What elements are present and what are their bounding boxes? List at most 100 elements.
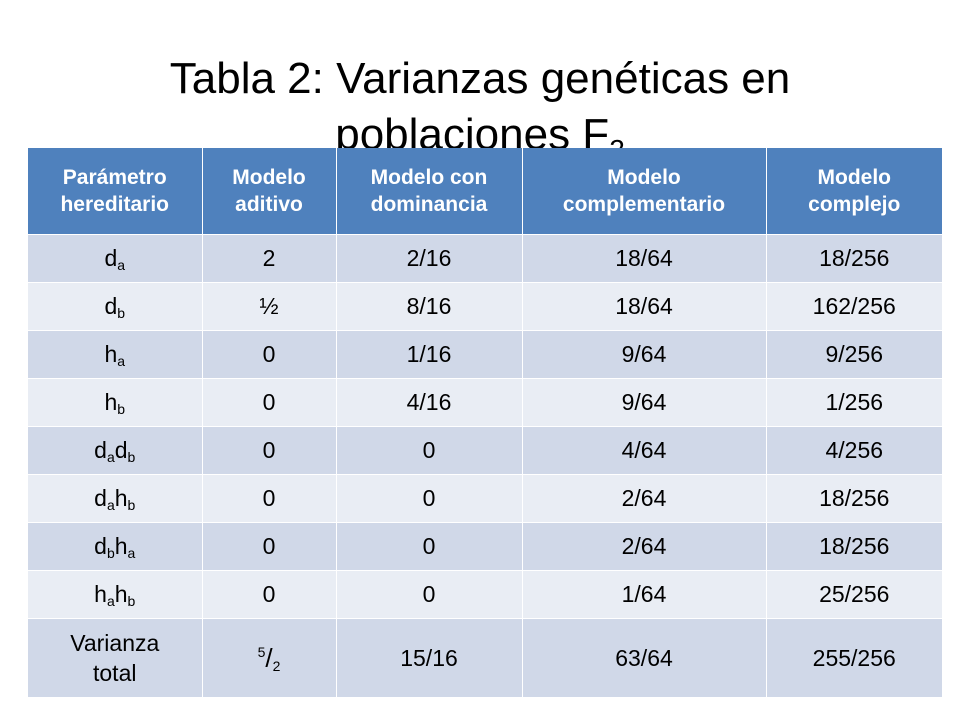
parameter-subscript: b <box>117 305 126 321</box>
table-row: dahb 0 0 2/64 18/256 <box>28 474 942 523</box>
total-complex-cell: 255/256 <box>766 618 942 697</box>
header-line: complementario <box>562 193 726 216</box>
complementary-cell: 9/64 <box>522 330 767 379</box>
parameter-subscript: b <box>127 497 136 513</box>
parameter-symbol: d <box>94 485 107 511</box>
additive-cell: 0 <box>202 522 337 571</box>
parameter-subscript: a <box>106 593 115 609</box>
complementary-cell: 2/64 <box>522 474 767 523</box>
complementary-cell: 2/64 <box>522 522 767 571</box>
header-line: Modelo <box>607 166 681 189</box>
header-line: hereditario <box>60 193 170 216</box>
table-row: db ½ 8/16 18/64 162/256 <box>28 282 942 331</box>
slide-title: Tabla 2: Varianzas genéticas en poblacio… <box>40 51 920 164</box>
parameter-symbol: d <box>94 533 107 559</box>
parameter-subscript: b <box>127 593 136 609</box>
total-label-line: total <box>93 660 137 686</box>
table-row-total: Varianza total 5/2 15/16 63/64 255/256 <box>28 618 942 697</box>
dominance-cell: 0 <box>336 570 523 619</box>
fraction: 5/2 <box>257 642 281 674</box>
parameter-symbol: d <box>104 293 118 319</box>
complementary-cell: 1/64 <box>522 570 767 619</box>
parameter-subscript: a <box>127 545 136 561</box>
table-row: hb 0 4/16 9/64 1/256 <box>28 378 942 427</box>
dominance-cell: 8/16 <box>336 282 523 331</box>
fraction-numerator: 5 <box>257 643 266 660</box>
parameter-subscript: a <box>106 449 115 465</box>
additive-cell: 0 <box>202 330 337 379</box>
fraction-denominator: 2 <box>272 657 281 674</box>
table-row: hahb 0 0 1/64 25/256 <box>28 570 942 619</box>
table-row: dadb 0 0 4/64 4/256 <box>28 426 942 475</box>
additive-cell: 0 <box>202 426 337 475</box>
parameter-cell: db <box>28 282 203 331</box>
complementary-cell: 4/64 <box>522 426 767 475</box>
parameter-subscript: b <box>117 401 126 417</box>
complex-cell: 162/256 <box>766 282 942 331</box>
dominance-cell: 2/16 <box>336 234 523 283</box>
complementary-cell: 18/64 <box>522 234 767 283</box>
parameter-cell: dadb <box>28 426 203 475</box>
parameter-symbol: h <box>94 581 107 607</box>
complex-cell: 9/256 <box>766 330 942 379</box>
dominance-cell: 0 <box>336 426 523 475</box>
parameter-symbol: d <box>114 437 128 463</box>
header-line: dominancia <box>370 193 488 216</box>
parameter-cell: da <box>28 234 203 283</box>
complex-cell: 4/256 <box>766 426 942 475</box>
additive-cell: 0 <box>202 474 337 523</box>
total-label-line: Varianza <box>70 630 160 656</box>
header-dominancia: Modelo con dominancia <box>336 148 523 235</box>
total-additive-cell: 5/2 <box>202 618 337 697</box>
header-line: complejo <box>808 193 901 216</box>
header-parametro: Parámetro hereditario <box>28 148 203 235</box>
parameter-symbol: h <box>104 389 118 415</box>
variance-table: Parámetro hereditario Modelo aditivo Model… <box>28 148 942 697</box>
parameter-subscript: b <box>106 545 115 561</box>
complex-cell: 18/256 <box>766 474 942 523</box>
header-complejo: Modelo complejo <box>766 148 942 235</box>
parameter-subscript: a <box>117 257 126 273</box>
parameter-subscript: b <box>127 449 136 465</box>
parameter-symbol: h <box>114 533 128 559</box>
parameter-symbol: h <box>104 341 118 367</box>
parameter-cell: hb <box>28 378 203 427</box>
parameter-symbol: h <box>114 485 128 511</box>
complex-cell: 18/256 <box>766 522 942 571</box>
table-row: ha 0 1/16 9/64 9/256 <box>28 330 942 379</box>
parameter-symbol: d <box>94 437 107 463</box>
dominance-cell: 4/16 <box>336 378 523 427</box>
header-row: Parámetro hereditario Modelo aditivo Model… <box>28 148 942 235</box>
table-row: da 2 2/16 18/64 18/256 <box>28 234 942 283</box>
dominance-cell: 0 <box>336 474 523 523</box>
header-line: Modelo <box>817 166 892 189</box>
additive-cell: 0 <box>202 378 337 427</box>
slide-title-line-1: Tabla 2: Varianzas genéticas en <box>169 54 791 104</box>
header-aditivo: Modelo aditivo <box>202 148 337 235</box>
total-label-cell: Varianza total <box>28 618 203 697</box>
parameter-cell: ha <box>28 330 203 379</box>
header-line: Modelo con <box>370 166 488 189</box>
additive-cell: 2 <box>202 234 337 283</box>
complex-cell: 25/256 <box>766 570 942 619</box>
complementary-cell: 9/64 <box>522 378 767 427</box>
total-dominance-cell: 15/16 <box>336 618 523 697</box>
header-line: Modelo <box>232 166 306 189</box>
parameter-subscript: a <box>106 497 115 513</box>
parameter-symbol: h <box>114 581 128 607</box>
total-complementary-cell: 63/64 <box>522 618 767 697</box>
header-complementario: Modelo complementario <box>522 148 767 235</box>
parameter-cell: hahb <box>28 570 203 619</box>
dominance-cell: 0 <box>336 522 523 571</box>
dominance-cell: 1/16 <box>336 330 523 379</box>
header-line: aditivo <box>235 193 303 216</box>
parameter-cell: dahb <box>28 474 203 523</box>
table-row: dbha 0 0 2/64 18/256 <box>28 522 942 571</box>
header-line: Parámetro <box>62 166 167 189</box>
additive-cell: ½ <box>202 282 337 331</box>
complex-cell: 18/256 <box>766 234 942 283</box>
complementary-cell: 18/64 <box>522 282 767 331</box>
parameter-cell: dbha <box>28 522 203 571</box>
parameter-symbol: d <box>104 245 118 271</box>
parameter-subscript: a <box>117 353 126 369</box>
